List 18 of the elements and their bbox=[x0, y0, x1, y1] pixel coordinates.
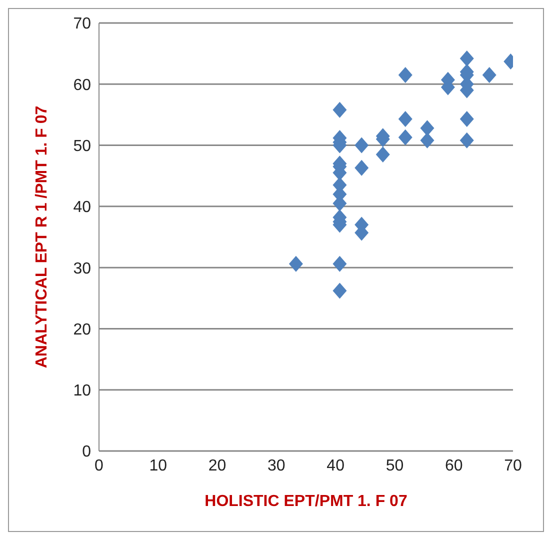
y-tick-label: 30 bbox=[73, 260, 92, 278]
y-tick-label: 60 bbox=[73, 76, 92, 94]
x-tick-label: 30 bbox=[268, 457, 286, 474]
x-tick-label: 0 bbox=[94, 457, 104, 474]
y-tick-label: 10 bbox=[73, 382, 92, 400]
x-tick-label: 40 bbox=[326, 457, 345, 474]
y-tick-label: 70 bbox=[73, 16, 92, 33]
x-tick-label: 60 bbox=[444, 457, 463, 474]
x-tick-label: 10 bbox=[149, 457, 168, 474]
y-tick-label: 50 bbox=[73, 138, 92, 155]
x-tick-label: 70 bbox=[504, 457, 522, 474]
y-tick-label: 20 bbox=[73, 321, 92, 338]
y-tick-label: 0 bbox=[82, 444, 92, 461]
y-tick-label: 40 bbox=[73, 199, 92, 216]
x-axis-title: HOLISTIC EPT/PMT 1. F 07 bbox=[204, 493, 408, 510]
x-tick-label: 20 bbox=[208, 457, 226, 474]
x-tick-label: 50 bbox=[386, 457, 404, 474]
y-axis-title: ANALYTICAL EPT R 1 /PMT 1. F 07 bbox=[34, 106, 51, 368]
